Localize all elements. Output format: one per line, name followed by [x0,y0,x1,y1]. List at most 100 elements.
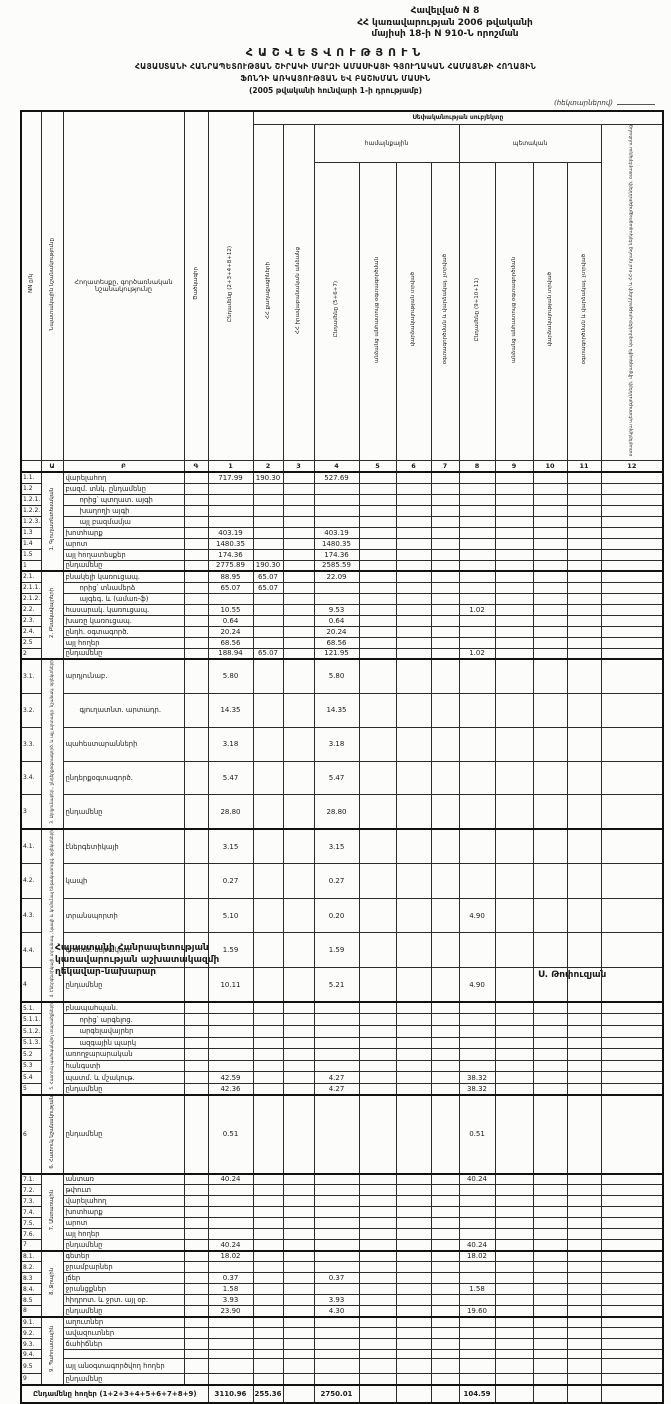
value-cell-col11 [566,827,602,865]
value-cell-col11 [566,570,602,583]
value-cell-col7 [430,1338,460,1351]
value-cell-col6 [395,1001,432,1015]
value-cell-col11 [566,1261,602,1274]
value-cell-col7 [430,1059,460,1073]
header-col6: վարձակալության տրված [395,162,432,461]
value-cell-col1 [207,1217,254,1230]
value-cell-col4: 3.15 [313,827,360,865]
value-cell-col11 [566,932,602,969]
code-cell [183,726,209,762]
row-number: 5.3 [20,1059,42,1073]
value-cell-col10 [532,932,568,969]
value-cell-col5 [358,1294,397,1307]
grand-total-label: Ընդամենը հողեր (1+2+3+4+5+6+7+8+9) [20,1383,209,1404]
column-index-cell: 7 [430,459,460,473]
value-cell-col5 [358,625,397,638]
value-cell-col2 [252,526,284,539]
code-cell [183,794,209,830]
value-cell-col10 [532,1239,568,1252]
value-cell-col11 [566,526,602,539]
value-cell-col10 [532,1036,568,1050]
table-row: 5.2 առողջարարական [20,1048,664,1061]
value-cell-col1 [207,1001,254,1015]
value-cell-col3 [282,1349,315,1360]
value-cell-col1: 0.37 [207,1272,254,1285]
value-cell-col8 [458,692,496,728]
value-cell-col5 [358,1024,397,1038]
value-cell-col11 [566,559,602,572]
column-index-cell [20,459,42,473]
column-index-row: Ա Բ Գ 1 2 3 4 5 6 7 8 9 10 11 12 [20,459,664,473]
value-cell-col9 [494,1024,534,1038]
value-cell-col1: 717.99 [207,471,254,484]
value-cell-col2 [252,897,284,934]
value-cell-col6 [395,658,432,694]
code-cell [183,760,209,796]
value-cell-col2 [252,1294,284,1307]
land-type-label: ընդհ. օգտագործ. [62,625,185,638]
value-cell-col8 [458,932,496,969]
value-cell-col7 [430,1217,460,1230]
value-cell-col12 [600,1217,664,1230]
value-cell-col12 [600,471,664,484]
value-cell-col4 [313,1048,360,1061]
value-cell-col10 [532,1059,568,1073]
header-group-community: համայնքային [313,123,460,164]
column-index-cell: Գ [183,459,209,473]
value-cell-col6 [395,581,432,594]
value-cell-col11 [566,537,602,550]
land-type-label: ազգային պարկ [62,1036,185,1050]
value-cell-col10 [532,1349,568,1360]
table-row: 5.1.1. որից՝ արգելոց. [20,1013,664,1026]
value-cell-col11 [566,482,602,495]
table-row: 1.4 արոտ 1480.35 1480.35 [20,537,664,550]
land-type-label: կապի [62,863,185,899]
value-cell-col2 [252,1327,284,1340]
value-cell-col10 [532,794,568,830]
value-cell-col8 [458,1184,496,1197]
value-cell-col7 [430,548,460,561]
value-cell-col4: 22.09 [313,570,360,583]
units-note-text: (հեկտարներով) [553,99,613,107]
row-number: 9.4. [20,1349,42,1360]
value-cell-col12 [600,1001,664,1015]
code-cell [183,1373,209,1386]
value-cell-col4 [313,1228,360,1241]
value-cell-col9 [494,1071,534,1084]
value-cell-col5 [358,471,397,484]
value-cell-col3 [282,1093,315,1175]
value-cell-col11 [566,1349,602,1360]
value-cell-col2 [252,1172,284,1186]
value-cell-col9 [494,760,534,796]
value-cell-col12 [600,614,664,627]
row-number: 6 [20,1093,42,1175]
value-cell-col6 [395,482,432,495]
value-cell-col2 [252,760,284,796]
table-row: 7.5. արոտ [20,1217,664,1230]
value-cell-col12 [600,1195,664,1208]
value-cell-col6 [395,863,432,899]
value-cell-col11 [566,863,602,899]
land-type-label: արոտ [62,537,185,550]
value-cell-col4: 4.27 [313,1071,360,1084]
value-cell-col7 [430,592,460,605]
section-label: 8. Ջրային [40,1249,64,1318]
land-type-label: ջրամբարներ [62,1261,185,1274]
land-type-label: պահեստարանների [62,726,185,762]
header-nn: NN ը/կ [20,110,42,461]
value-cell-col11 [566,1048,602,1061]
value-cell-col1: 42.36 [207,1082,254,1096]
value-cell-col12 [600,1383,664,1404]
value-cell-col1 [207,1024,254,1038]
value-cell-col10 [532,1013,568,1026]
value-cell-col11 [566,1217,602,1230]
value-cell-col5 [358,1373,397,1386]
value-cell-col6 [395,1093,432,1175]
value-cell-col6 [395,794,432,830]
column-index-cell: 2 [252,459,284,473]
value-cell-col3 [282,1036,315,1050]
value-cell-col7 [430,1071,460,1084]
value-cell-col2 [252,658,284,694]
value-cell-col10 [532,636,568,649]
table-row: 8.2. ջրամբարներ [20,1261,664,1274]
